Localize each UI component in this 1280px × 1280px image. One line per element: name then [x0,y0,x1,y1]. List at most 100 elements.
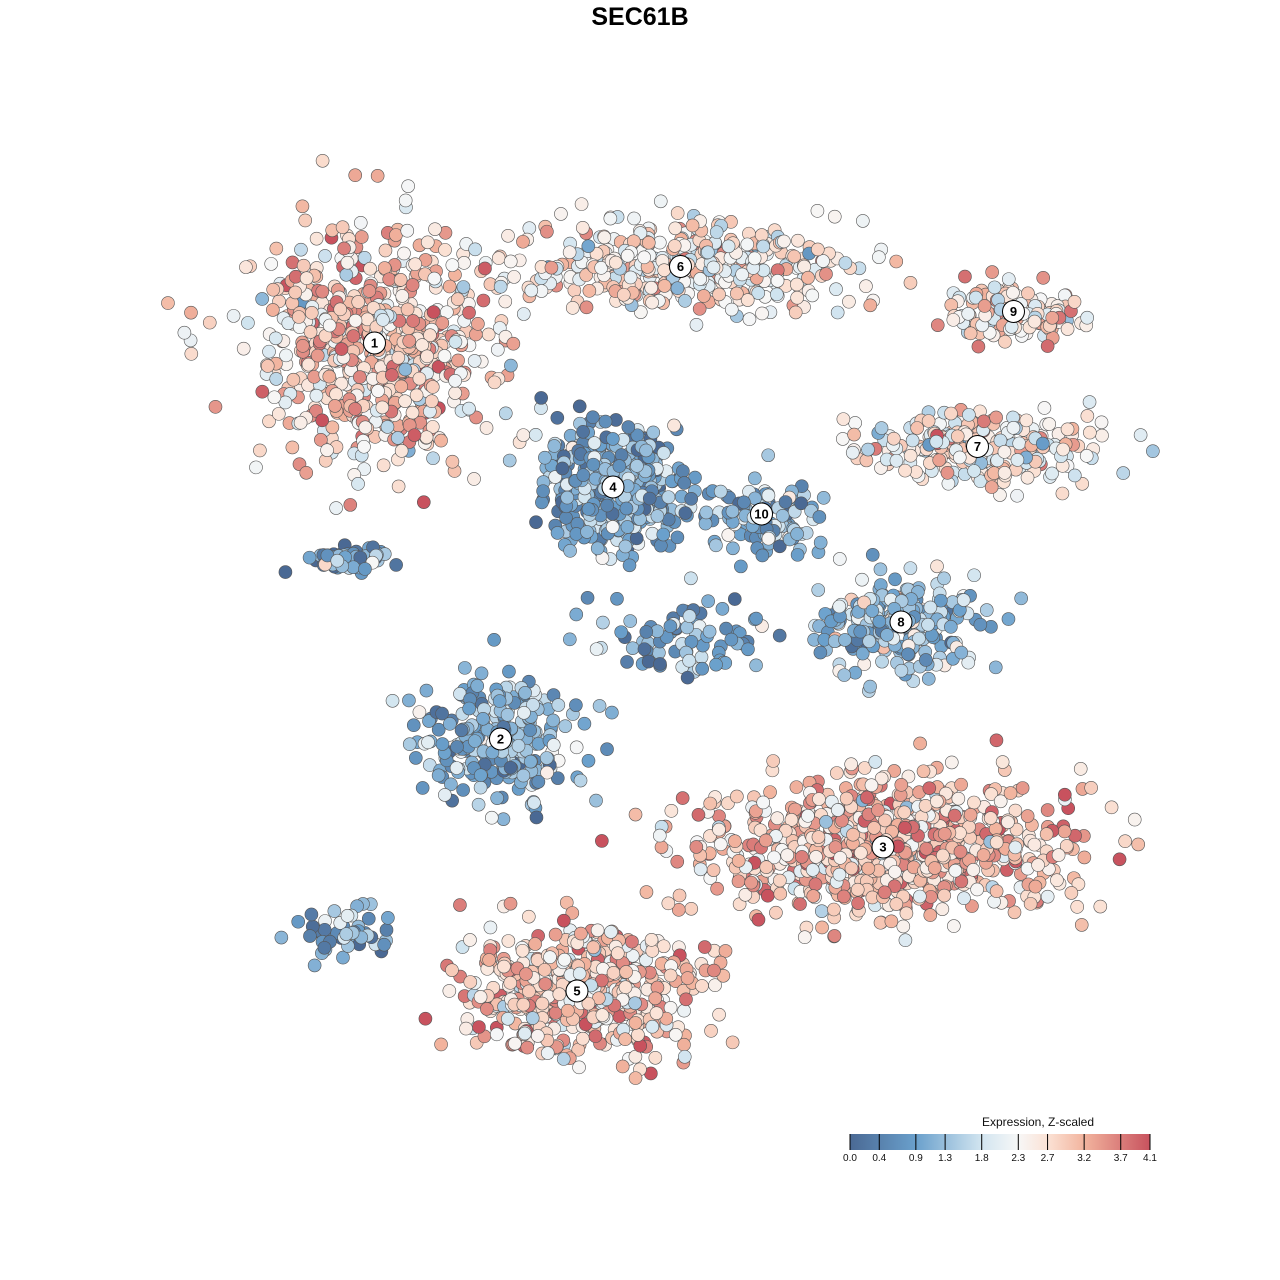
cluster-label-3: 3 [871,835,895,859]
data-point [731,874,746,889]
data-point [888,572,902,587]
data-point [656,939,671,954]
data-point [993,794,1008,809]
data-point [641,235,656,250]
data-point [463,933,477,947]
data-point [299,271,314,285]
data-point [1040,803,1055,817]
data-point [415,338,429,352]
data-point [586,940,601,955]
data-point [963,326,978,341]
data-point [913,889,927,904]
data-point [641,654,656,669]
data-point [1058,787,1072,802]
data-point [977,414,991,429]
data-point [861,442,875,457]
data-point [661,490,676,504]
data-point [760,888,775,903]
colorbar-tick-label: 4.1 [1143,1153,1157,1164]
data-point [832,552,847,566]
data-point [515,943,530,958]
data-point [749,611,763,626]
data-point [672,888,687,903]
data-point [853,624,868,639]
data-point [872,614,887,629]
data-point [482,953,496,967]
data-point [1040,889,1055,904]
data-point [966,863,981,877]
data-point [558,719,573,733]
data-point [336,950,350,965]
data-point [618,980,633,995]
data-point [314,433,328,447]
data-point [415,781,430,795]
data-point [1067,295,1082,309]
data-point [930,559,944,574]
data-point [573,773,588,788]
data-point [511,739,526,753]
data-point [899,906,914,921]
data-point [503,976,518,990]
data-point [454,723,469,738]
data-point [952,450,967,465]
data-point [586,410,600,425]
data-point [628,807,643,822]
data-point [307,370,321,384]
data-point [619,965,633,979]
data-point [456,280,471,294]
data-point [581,502,596,516]
data-point [271,407,286,421]
data-point [291,310,306,324]
data-point [296,258,311,273]
data-point [481,327,496,342]
data-point [546,738,561,752]
data-point [490,791,504,805]
data-point [544,260,559,275]
data-point [689,840,704,854]
data-point [1001,612,1016,626]
svg-text:1: 1 [371,336,378,351]
data-point [871,803,885,817]
data-point [989,733,1004,748]
data-point [649,1006,664,1020]
data-point [695,661,709,676]
data-point [318,249,332,263]
data-point [407,428,422,442]
data-point [1031,858,1045,872]
data-point [476,293,491,308]
data-point [921,672,936,686]
data-point [569,740,584,755]
data-point [1070,900,1085,914]
data-point [557,952,572,967]
data-point [303,325,318,339]
data-point [847,427,861,442]
data-point [391,479,406,494]
colorbar-tick-label: 1.8 [974,1153,989,1164]
data-point [790,527,804,541]
data-point [631,1028,645,1042]
data-point [874,421,889,435]
data-point [523,754,538,769]
data-point [595,1008,610,1022]
data-point [538,977,553,991]
data-point [1036,271,1051,285]
data-point [989,835,1004,850]
data-point [627,211,641,226]
data-point [426,305,441,319]
data-point [845,445,860,460]
data-point [989,410,1003,425]
data-point [863,298,878,313]
data-point [582,284,597,298]
data-point [998,334,1012,349]
data-point [581,996,596,1011]
data-point [887,879,902,893]
data-point [420,349,434,364]
data-point [1073,762,1088,776]
data-point [561,1003,575,1018]
data-point [715,602,730,616]
data-point [459,1021,473,1036]
data-point [878,813,892,828]
data-point [266,303,280,317]
data-point [737,495,751,510]
data-point [503,760,518,775]
